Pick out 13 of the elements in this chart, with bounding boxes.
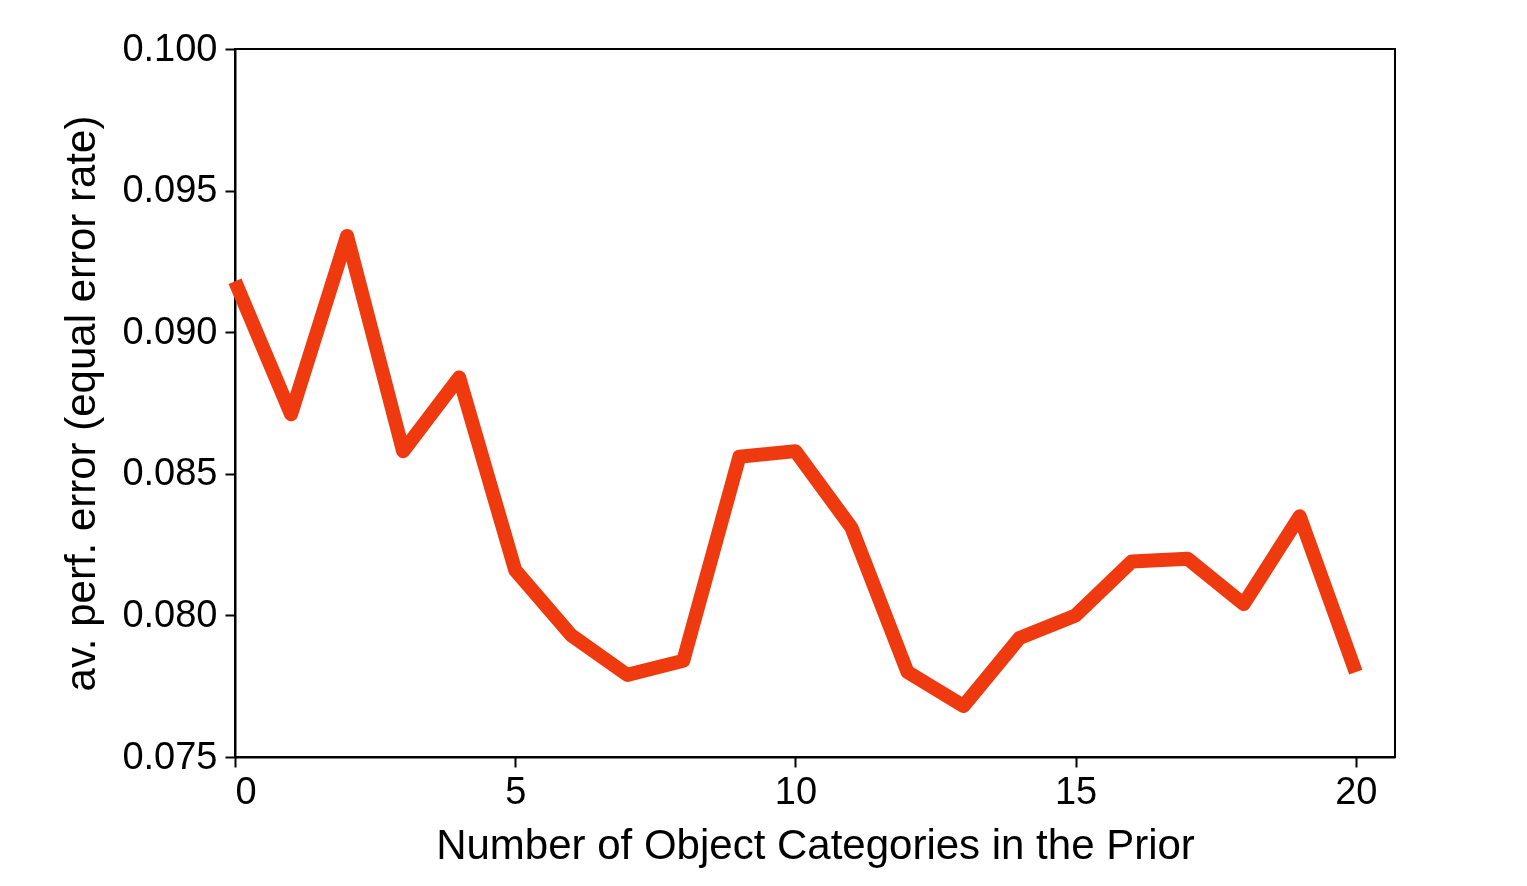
- y-tick-label: 0.085: [122, 451, 218, 494]
- y-tick-label: 0.075: [122, 734, 218, 777]
- x-tick-label: 10: [774, 769, 818, 812]
- x-tick-label: 20: [1335, 769, 1378, 812]
- y-tick-label: 0.095: [122, 168, 218, 211]
- y-tick-label: 0.100: [122, 26, 218, 69]
- y-axis-title: av. perf. error (equal error rate): [57, 115, 105, 692]
- x-axis-title: Number of Object Categories in the Prior: [436, 820, 1195, 868]
- y-tick-label: 0.090: [122, 309, 218, 352]
- x-tick-label: 5: [505, 769, 527, 812]
- x-tick-label: 0: [235, 769, 257, 812]
- y-tick-label: 0.080: [122, 592, 218, 635]
- x-tick-label: 15: [1054, 769, 1098, 812]
